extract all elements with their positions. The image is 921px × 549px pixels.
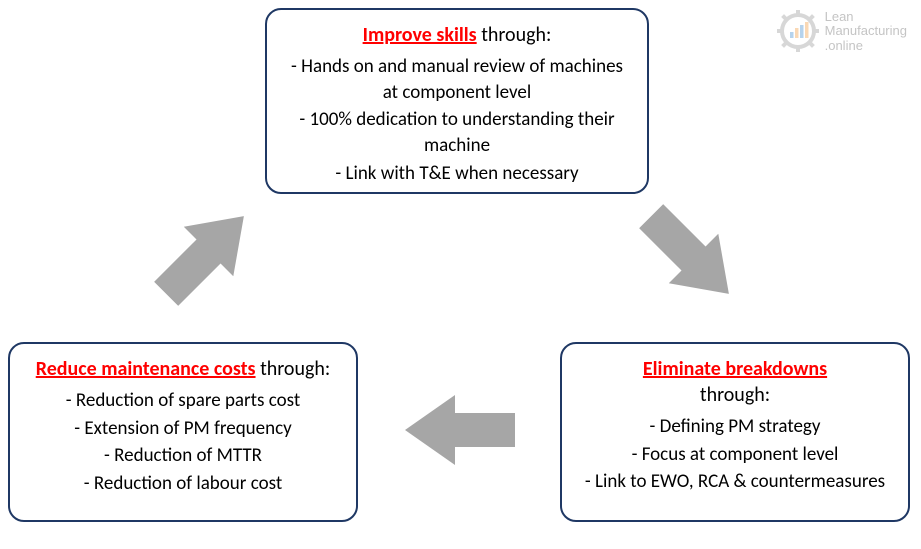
title-highlight: Reduce maintenance costs (36, 357, 256, 381)
logo-gear-icon (777, 10, 819, 52)
node-reduce-costs: Reduce maintenance costs through: - Redu… (8, 342, 358, 522)
node-item: - 100% dedication to understanding their… (285, 107, 629, 158)
cycle-arrow-icon (626, 191, 753, 318)
node-item: - Focus at component level (580, 442, 890, 468)
node-eliminate-breakdowns: Eliminate breakdowns through: - Defining… (560, 342, 910, 522)
title-highlight: Eliminate breakdowns (643, 357, 827, 381)
logo-watermark: Lean Manufacturing .online (777, 10, 907, 53)
logo-line3: .online (825, 39, 907, 53)
node-item: - Hands on and manual review of machines… (285, 54, 629, 105)
title-rest: through: (477, 23, 552, 47)
node-item: - Link with T&E when necessary (285, 161, 629, 187)
logo-line1: Lean (825, 10, 907, 24)
node-item: - Defining PM strategy (580, 414, 890, 440)
cycle-arrow-icon (141, 191, 268, 318)
node-item: - Extension of PM frequency (28, 416, 338, 442)
cycle-arrow-icon (405, 395, 515, 465)
node-title: Eliminate breakdowns through: (580, 356, 890, 408)
node-title: Improve skills through: (285, 22, 629, 48)
title-highlight: Improve skills (363, 23, 477, 47)
node-item: - Reduction of spare parts cost (28, 388, 338, 414)
node-improve-skills: Improve skills through: - Hands on and m… (265, 8, 649, 194)
title-rest: through: (700, 383, 770, 407)
node-item: - Link to EWO, RCA & countermeasures (580, 469, 890, 495)
node-item: - Reduction of MTTR (28, 443, 338, 469)
node-title: Reduce maintenance costs through: (28, 356, 338, 382)
logo-text: Lean Manufacturing .online (825, 10, 907, 53)
title-rest: through: (256, 357, 331, 381)
logo-line2: Manufacturing (825, 24, 907, 38)
node-item: - Reduction of labour cost (28, 471, 338, 497)
